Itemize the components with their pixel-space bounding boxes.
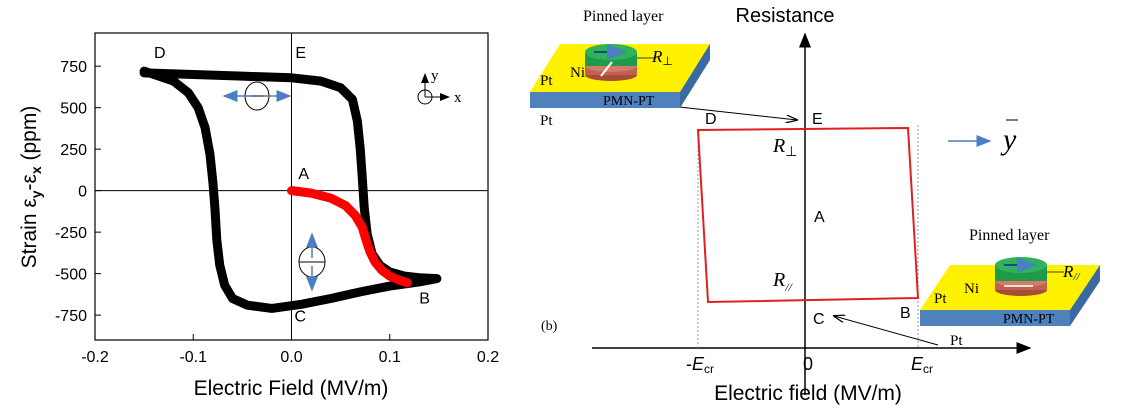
strain-chart: -0.2 -0.1 0.0 0.1 0.2 750 500 250 0 -250 -500 -750… bbox=[18, 32, 499, 400]
svg-text:Pt: Pt bbox=[540, 73, 553, 89]
resistance-x-axis-label: Electric field (MV/m) bbox=[714, 382, 902, 405]
resistance-chart: Resistance Electric field (MV/m) -Ecr 0 … bbox=[530, 5, 1100, 405]
x-tick-label: -0.2 bbox=[81, 349, 109, 366]
bottom-inset-pointer bbox=[834, 316, 939, 346]
resistance-loop bbox=[696, 126, 920, 304]
svg-text:PMN-PT: PMN-PT bbox=[603, 94, 655, 109]
horizontal-strain-icon bbox=[222, 81, 292, 111]
x-tick-neg-ecr: -Ecr bbox=[686, 354, 714, 376]
svg-text:Ni: Ni bbox=[570, 65, 585, 81]
r-point-label-d: D bbox=[705, 111, 717, 128]
x-tick-label: 0.1 bbox=[379, 349, 401, 366]
svg-text:R⊥: R⊥ bbox=[651, 47, 673, 68]
point-label-a: A bbox=[298, 166, 309, 183]
r-point-label-c: C bbox=[813, 311, 825, 328]
r-point-label-e: E bbox=[812, 111, 823, 128]
strain-initial-curve bbox=[287, 186, 412, 288]
resistance-y-axis-label: Resistance bbox=[736, 5, 835, 27]
svg-text:Ni: Ni bbox=[964, 281, 979, 297]
y-tick-label: -500 bbox=[55, 267, 87, 284]
svg-text:Pt: Pt bbox=[540, 113, 553, 129]
svg-text:Pinned layer: Pinned layer bbox=[583, 8, 664, 25]
svg-text:x: x bbox=[454, 90, 462, 106]
y-tick-label: 0 bbox=[78, 184, 87, 201]
svg-text:PMN-PT: PMN-PT bbox=[1003, 312, 1055, 327]
panel-label-b: (b) bbox=[541, 319, 558, 334]
strain-y-axis-label: Strain εy-εx (ppm) bbox=[18, 106, 44, 269]
y-tick-label: 250 bbox=[60, 142, 87, 159]
point-label-e: E bbox=[295, 45, 306, 62]
strain-series bbox=[139, 66, 442, 313]
strain-x-ticks: -0.2 -0.1 0.0 0.1 0.2 bbox=[81, 334, 499, 366]
point-label-b: B bbox=[419, 290, 430, 307]
x-tick-label: 0.0 bbox=[280, 349, 302, 366]
svg-text:Pt: Pt bbox=[934, 291, 947, 307]
r-point-label-b: B bbox=[900, 305, 911, 322]
svg-text:Pinned layer: Pinned layer bbox=[969, 227, 1050, 244]
r-perp-label: R⊥ bbox=[772, 135, 797, 160]
svg-text:y: y bbox=[1000, 123, 1017, 156]
x-tick-label: 0.2 bbox=[477, 349, 499, 366]
svg-text:R//: R// bbox=[1062, 262, 1080, 283]
y-tick-label: 750 bbox=[60, 59, 87, 76]
r-point-label-a: A bbox=[814, 209, 825, 226]
strain-y-ticks: 750 500 250 0 -250 -500 -750 bbox=[55, 59, 101, 325]
r-parallel-label: R// bbox=[772, 269, 794, 294]
strain-x-axis-label: Electric Field (MV/m) bbox=[194, 377, 389, 400]
xy-axes-legend-icon: y x bbox=[417, 68, 462, 106]
y-tick-label: 500 bbox=[60, 101, 87, 118]
top-device-inset: Pinned layer Ni Pt Pt PMN-PT R⊥ bbox=[530, 8, 710, 129]
bottom-device-inset: Pinned layer Ni Pt Pt PMN-PT R// bbox=[920, 227, 1100, 349]
point-label-c: C bbox=[294, 309, 306, 326]
vertical-strain-icon bbox=[298, 232, 326, 292]
point-label-d: D bbox=[154, 45, 166, 62]
svg-text:y: y bbox=[431, 68, 439, 84]
y-tick-label: -750 bbox=[55, 308, 87, 325]
y-vector-symbol: y bbox=[1000, 119, 1018, 156]
strain-point-labels: D E A C B bbox=[154, 45, 430, 326]
y-tick-label: -250 bbox=[55, 225, 87, 242]
x-tick-pos-ecr: Ecr bbox=[911, 354, 933, 376]
x-tick-label: -0.1 bbox=[179, 349, 207, 366]
svg-text:Pt: Pt bbox=[950, 333, 963, 349]
x-tick-zero: 0 bbox=[803, 354, 813, 374]
